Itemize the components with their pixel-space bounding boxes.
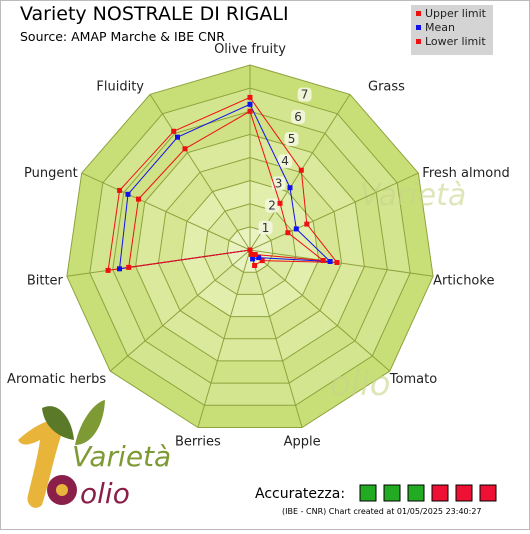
tick-label: 1	[262, 221, 270, 235]
category-label: Grass	[368, 79, 405, 94]
series-point	[277, 200, 283, 206]
chart-source: Source: AMAP Marche & IBE CNR	[20, 29, 225, 44]
category-label: Olive fruity	[214, 42, 286, 57]
watermark-varieta-text: Varietà	[360, 178, 466, 213]
axis-line	[249, 172, 419, 251]
radar-series	[105, 94, 340, 273]
category-label: Berries	[175, 435, 221, 450]
category-label: Fluidity	[96, 79, 144, 94]
axis-line	[249, 249, 303, 428]
tick-label: 4	[281, 154, 289, 168]
series-point	[171, 128, 177, 134]
series-point	[136, 196, 141, 202]
series-point	[334, 260, 340, 265]
legend-marker	[416, 11, 421, 16]
legend-box	[411, 5, 493, 55]
category-label: Tomato	[389, 372, 437, 387]
tick-label-bg	[265, 198, 280, 213]
series-point	[252, 252, 258, 257]
series-point	[252, 263, 258, 268]
logo-text-top: Varietà	[72, 440, 171, 473]
legend-item-label: Mean	[425, 21, 455, 34]
category-label: Pungent	[24, 166, 78, 181]
tick-label: 7	[301, 88, 309, 102]
accuracy-box	[407, 484, 425, 502]
category-label: Fresh almond	[422, 166, 509, 181]
axis-line	[249, 249, 434, 277]
series-point	[247, 247, 253, 253]
series-point	[285, 230, 291, 236]
legend-item-label: Lower limit	[425, 35, 486, 48]
tick-label: 5	[288, 132, 296, 146]
axis-line	[109, 249, 251, 372]
legend-item-label: Upper limit	[425, 7, 487, 20]
variety-olio-logo: Varietà olio	[18, 400, 171, 510]
series-point	[105, 267, 111, 273]
tick-label: 3	[275, 176, 283, 190]
series-point	[247, 101, 253, 107]
series-point	[256, 255, 262, 261]
accuracy-indicators	[359, 484, 497, 502]
logo-text-bottom: olio	[80, 477, 130, 510]
category-label: Aromatic herbs	[7, 372, 106, 387]
tick-label-bg	[278, 154, 293, 169]
axis-line	[249, 249, 391, 372]
series-point	[304, 221, 310, 227]
watermark-olio-text: olio	[330, 364, 391, 404]
series-point	[125, 191, 131, 197]
series-point	[327, 259, 333, 264]
axis-line	[81, 172, 251, 251]
tick-label-bg	[291, 109, 306, 124]
category-labels: Olive fruity Grass Fresh almond Artichoke To…	[7, 42, 510, 450]
tick-label-bg	[284, 132, 299, 147]
series-point	[117, 266, 122, 272]
series-point	[182, 146, 188, 152]
accuracy-box	[359, 484, 377, 502]
accuracy-box	[383, 484, 401, 502]
axis-line	[149, 94, 251, 251]
series-point	[293, 226, 299, 232]
chart-title: Variety NOSTRALE DI RIGALI	[20, 3, 289, 25]
series-point	[259, 258, 265, 264]
series-point	[248, 251, 254, 257]
series-point	[175, 134, 180, 140]
category-label: Bitter	[27, 273, 64, 288]
logo-leaf-left	[42, 406, 74, 440]
watermark: olio Varietà	[330, 178, 466, 404]
tick-label: 6	[294, 110, 302, 124]
accuracy-box	[455, 484, 473, 502]
category-label: Apple	[284, 435, 321, 450]
series-point	[247, 108, 253, 114]
legend-marker	[416, 25, 421, 30]
tick-label-bg	[297, 87, 312, 102]
series-point	[287, 185, 293, 191]
accuracy-box	[431, 484, 449, 502]
series-point	[320, 258, 326, 263]
category-label: Artichoke	[433, 273, 494, 288]
series-point	[298, 167, 304, 173]
series-point	[126, 264, 132, 270]
logo-olive-core	[56, 484, 68, 496]
tick-label: 2	[268, 199, 276, 213]
footer: Accuratezza: (IBE - CNR) Chart created a…	[255, 484, 497, 516]
series-point	[117, 187, 123, 193]
accuracy-box	[479, 484, 497, 502]
legend-marker	[416, 39, 421, 44]
accuracy-label: Accuratezza:	[255, 486, 345, 502]
logo-leaf-right	[75, 400, 105, 445]
series-point	[250, 256, 256, 262]
series-lower-limit	[126, 108, 326, 270]
axis-line	[197, 249, 251, 428]
logo-number-one-shape	[18, 420, 65, 508]
chart-credit: (IBE - CNR) Chart created at 01/05/2025 …	[282, 507, 482, 516]
series-point	[247, 94, 253, 100]
tick-label-bg	[258, 220, 273, 235]
